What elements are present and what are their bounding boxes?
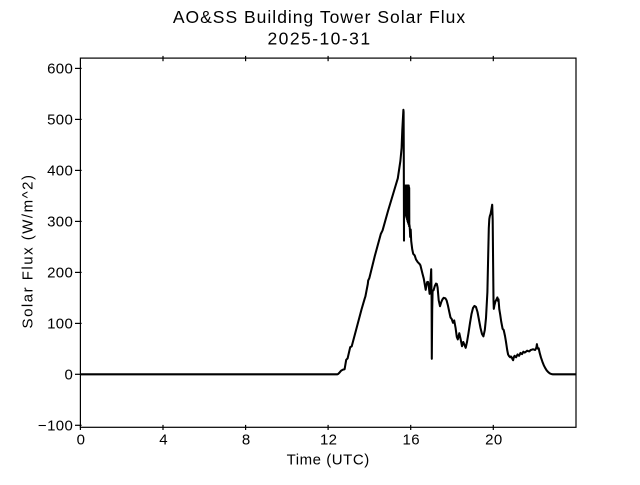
svg-text:600: 600 — [47, 61, 73, 78]
svg-text:0: 0 — [77, 432, 86, 449]
svg-text:8: 8 — [242, 432, 251, 449]
svg-text:−100: −100 — [38, 418, 73, 435]
svg-text:AO&SS Building Tower Solar Flu: AO&SS Building Tower Solar Flux — [173, 7, 466, 27]
svg-text:Solar Flux (W/m^2): Solar Flux (W/m^2) — [20, 174, 37, 329]
svg-text:300: 300 — [47, 214, 73, 231]
svg-text:2025-10-31: 2025-10-31 — [267, 28, 371, 48]
svg-text:4: 4 — [159, 432, 168, 449]
svg-text:12: 12 — [320, 432, 338, 449]
svg-text:100: 100 — [47, 316, 73, 333]
svg-text:200: 200 — [47, 265, 73, 282]
svg-text:Time (UTC): Time (UTC) — [287, 452, 370, 469]
svg-text:20: 20 — [485, 432, 503, 449]
svg-text:16: 16 — [403, 432, 421, 449]
svg-text:0: 0 — [65, 367, 74, 384]
svg-text:400: 400 — [47, 163, 73, 180]
svg-text:500: 500 — [47, 112, 73, 129]
